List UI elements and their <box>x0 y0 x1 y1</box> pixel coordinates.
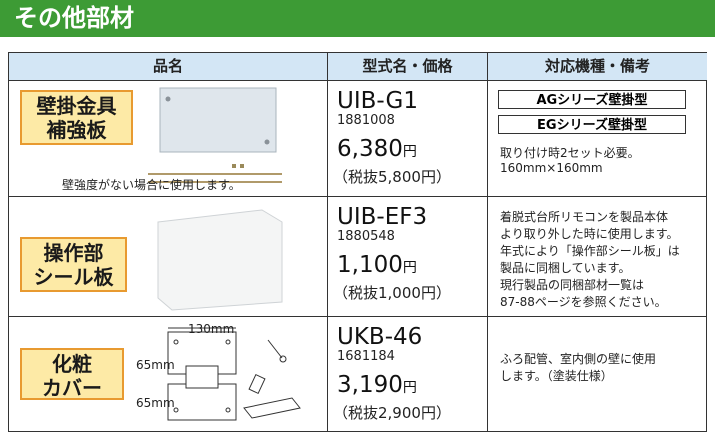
seal-plate-illustration <box>157 209 283 311</box>
tax-note: （税抜2,900円） <box>333 404 451 422</box>
name-label: 操作部 シール板 <box>20 237 127 292</box>
price: 1,100円 <box>337 252 417 278</box>
product-code: 1881008 <box>337 113 395 128</box>
name-line: シール板 <box>33 265 114 289</box>
illustrations <box>148 87 301 421</box>
note-box: AGシリーズ壁掛型 <box>498 90 686 109</box>
model-name: UKB-46 <box>337 324 423 350</box>
note-line: します。（塗装仕様） <box>500 369 613 383</box>
price-unit: 円 <box>402 260 417 276</box>
tax-note: （税抜1,000円） <box>333 284 451 302</box>
note-line: 取り付け時2セット必要。 <box>500 146 640 160</box>
name-line: カバー <box>42 376 102 400</box>
column-header: 型式名・価格 <box>328 53 487 80</box>
note-line: 87-88ページを参照ください。 <box>500 295 667 309</box>
price-unit: 円 <box>402 144 417 160</box>
note-line: 160mm×160mm <box>500 161 603 175</box>
note-line: より取り外した時に使用します。 <box>500 227 679 241</box>
model-name: UIB-EF3 <box>337 204 428 230</box>
column-header: 品名 <box>9 53 327 80</box>
note-box: EGシリーズ壁掛型 <box>498 115 686 134</box>
name-label: 化粧 カバー <box>20 348 124 400</box>
row-divider <box>8 316 707 317</box>
price: 3,190円 <box>337 372 417 398</box>
name-line: 操作部 <box>43 241 104 265</box>
price-unit: 円 <box>402 380 417 396</box>
note-line: ふろ配管、室内側の壁に使用 <box>500 352 657 366</box>
column-header: 対応機種・備考 <box>488 53 707 80</box>
header-title: その他部材 <box>14 4 134 32</box>
note-line: 現行製品の同梱部材一覧は <box>500 278 645 292</box>
note-line: 年式により「操作部シール板」は <box>500 244 680 258</box>
column-divider <box>487 52 488 432</box>
price: 6,380円 <box>337 136 417 162</box>
dimension: 65mm <box>136 396 175 410</box>
row-divider <box>8 80 707 81</box>
model-name: UIB-G1 <box>337 88 418 114</box>
name-line: 化粧 <box>52 352 92 376</box>
name-line: 壁掛金具 <box>36 94 117 118</box>
caption: 壁強度がない場合に使用します。 <box>62 178 241 192</box>
cover-illustration <box>167 327 301 421</box>
column-divider <box>327 52 328 432</box>
note-line: 製品に同梱しています。 <box>500 261 631 275</box>
note-line: 着脱式台所リモコンを製品本体 <box>500 210 669 224</box>
tax-note: （税抜5,800円） <box>333 168 451 186</box>
row-divider <box>8 196 707 197</box>
product-code: 1880548 <box>337 229 395 244</box>
name-line: 補強板 <box>46 118 107 142</box>
dimension: 65mm <box>136 358 175 372</box>
header-bar <box>0 0 715 37</box>
plate-illustration <box>148 87 282 183</box>
dimension: 130mm <box>188 322 235 336</box>
product-code: 1681184 <box>337 349 395 364</box>
name-label: 壁掛金具 補強板 <box>20 90 133 145</box>
